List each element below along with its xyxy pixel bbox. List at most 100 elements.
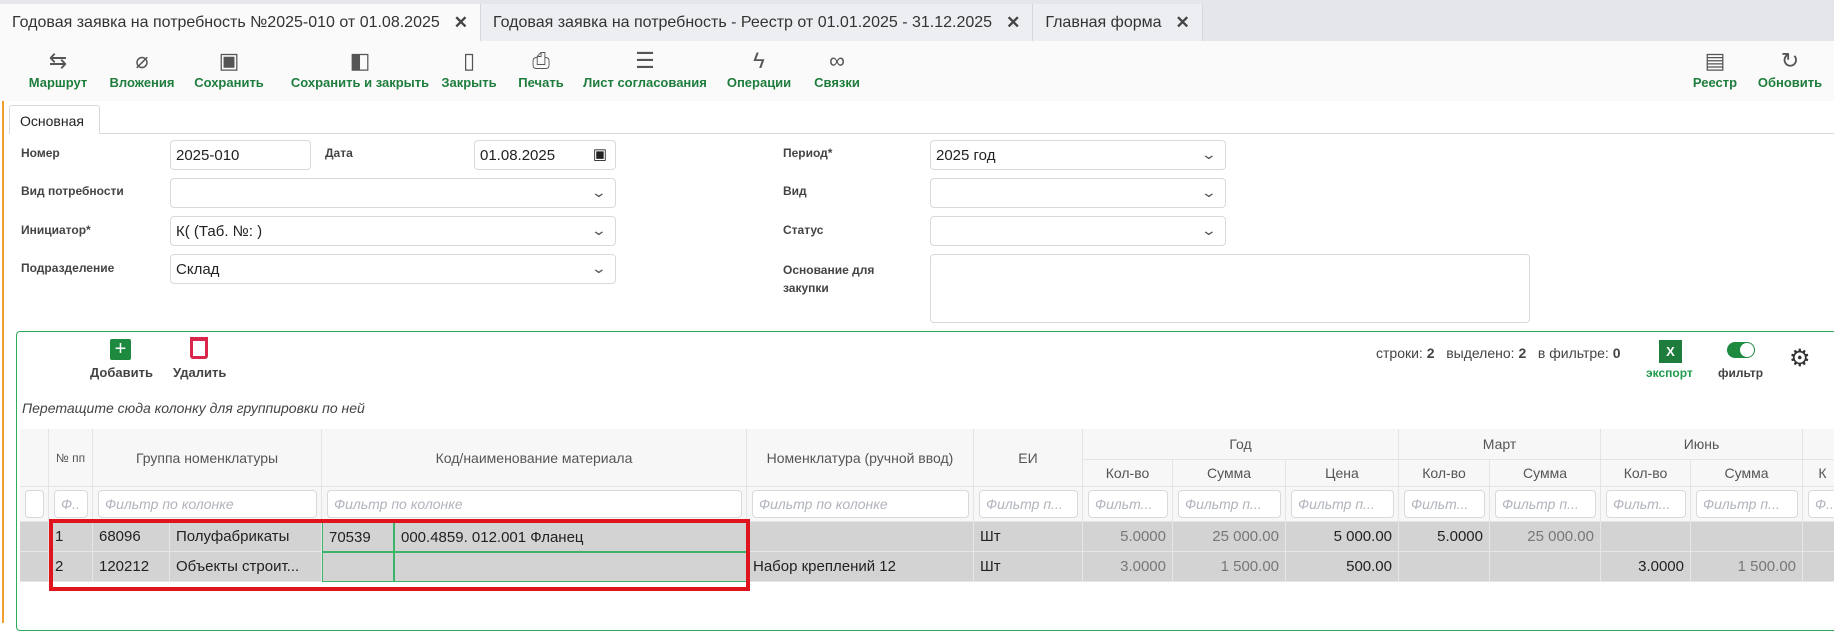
tab-main-form[interactable]: Главная форма ✕ bbox=[1033, 4, 1203, 41]
row-selector[interactable] bbox=[1803, 552, 1834, 582]
column-filter-input[interactable]: Ф.. bbox=[54, 490, 88, 518]
lightning-button[interactable]: ϟ Операции bbox=[727, 47, 791, 90]
cell-y_price[interactable]: 5 000.00 bbox=[1286, 522, 1399, 552]
button-label: Реестр bbox=[1692, 75, 1738, 90]
checklist-button[interactable]: ☰ Лист согласования bbox=[583, 47, 707, 90]
tab-main[interactable]: Основная bbox=[9, 105, 100, 134]
col-select-header[interactable] bbox=[20, 429, 49, 487]
cell-n[interactable]: 1 bbox=[49, 522, 93, 552]
col-unit-header[interactable]: ЕИ bbox=[974, 429, 1083, 487]
row-selector[interactable] bbox=[1803, 522, 1834, 552]
col-sum-header[interactable]: Сумма bbox=[1173, 460, 1286, 487]
column-filter-input[interactable]: Фильт... bbox=[1404, 490, 1485, 518]
gear-icon[interactable]: ⚙ bbox=[1789, 345, 1811, 372]
button-label: Обновить bbox=[1757, 75, 1823, 90]
cell-manual[interactable]: Набор креплений 12 bbox=[747, 552, 974, 582]
cell-unit[interactable]: Шт bbox=[974, 522, 1083, 552]
row-selector[interactable] bbox=[20, 552, 49, 582]
cell-n[interactable]: 2 bbox=[49, 552, 93, 582]
need-type-select[interactable]: ⌄ bbox=[170, 178, 616, 208]
excel-icon[interactable]: X bbox=[1659, 340, 1682, 363]
export-button[interactable]: экспорт bbox=[1646, 366, 1693, 380]
tab-registry[interactable]: Годовая заявка на потребность - Реестр о… bbox=[481, 4, 1034, 41]
column-filter-input[interactable]: Фильтр п... bbox=[979, 490, 1078, 518]
calendar-icon[interactable]: ▣ bbox=[592, 146, 607, 163]
column-filter-input[interactable]: Фильтр п... bbox=[1291, 490, 1394, 518]
row-selector[interactable] bbox=[20, 522, 49, 552]
basis-textarea[interactable] bbox=[930, 254, 1530, 323]
delete-button[interactable]: Удалить bbox=[173, 365, 227, 380]
cell-y_qty[interactable]: 5.0000 bbox=[1083, 522, 1173, 552]
column-filter-input[interactable]: Фильт... bbox=[1606, 490, 1686, 518]
cell-y_sum[interactable]: 25 000.00 bbox=[1173, 522, 1286, 552]
col-num-header[interactable]: № пп bbox=[49, 429, 93, 487]
cell-m_qty[interactable] bbox=[1399, 552, 1490, 582]
tab-request[interactable]: Годовая заявка на потребность №2025-010 … bbox=[0, 4, 482, 41]
column-filter-input[interactable]: Фильтр по колонке bbox=[98, 490, 317, 518]
cell-manual[interactable] bbox=[747, 522, 974, 552]
button-label: Сохранить bbox=[194, 75, 264, 90]
col-material-header[interactable]: Код/наименование материала bbox=[322, 429, 747, 487]
door-button[interactable]: ▯ Закрыть bbox=[441, 47, 496, 90]
cell-m_qty[interactable]: 5.0000 bbox=[1399, 522, 1490, 552]
column-filter-input[interactable] bbox=[25, 490, 44, 518]
cell-j_sum[interactable]: 1 500.00 bbox=[1691, 552, 1803, 582]
col-sum-header[interactable]: Сумма bbox=[1490, 460, 1601, 487]
kind-select[interactable]: ⌄ bbox=[930, 178, 1226, 208]
close-icon[interactable]: ✕ bbox=[1006, 12, 1021, 32]
cell-gcode[interactable]: 120212 bbox=[93, 552, 170, 582]
col-next-header[interactable]: К bbox=[1803, 460, 1834, 487]
number-input[interactable]: 2025-010 bbox=[170, 140, 311, 170]
cell-gcode[interactable]: 68096 bbox=[93, 522, 170, 552]
cell-m_sum[interactable] bbox=[1490, 552, 1601, 582]
column-filter-input[interactable]: Фильтр по колонке bbox=[752, 490, 969, 518]
close-icon[interactable]: ✕ bbox=[453, 12, 469, 32]
col-group-header[interactable]: Группа номенклатуры bbox=[93, 429, 322, 487]
cell-j_qty[interactable] bbox=[1601, 522, 1691, 552]
cell-mname[interactable] bbox=[394, 552, 747, 582]
column-filter-input[interactable]: Ф.. bbox=[1808, 490, 1834, 518]
close-icon[interactable]: ✕ bbox=[1175, 12, 1190, 32]
col-qty-header[interactable]: Кол-во bbox=[1399, 460, 1490, 487]
cell-j_qty[interactable]: 3.0000 bbox=[1601, 552, 1691, 582]
cell-gname[interactable]: Объекты строит... bbox=[170, 552, 322, 582]
refresh-button[interactable]: ↻ Обновить bbox=[1758, 47, 1822, 90]
add-icon[interactable]: + bbox=[110, 339, 131, 360]
save-close-button[interactable]: ◧ Сохранить и закрыть bbox=[291, 47, 429, 90]
tab-bar: Годовая заявка на потребность №2025-010 … bbox=[0, 0, 1834, 41]
col-qty-header[interactable]: Кол-во bbox=[1601, 460, 1691, 487]
column-filter-input[interactable]: Фильтр п... bbox=[1178, 490, 1281, 518]
registry-button[interactable]: ▤ Реестр bbox=[1693, 47, 1737, 90]
initiator-select[interactable]: К( (Таб. №: ) ⌄ bbox=[170, 216, 616, 246]
print-button[interactable]: ⎙ Печать bbox=[518, 47, 563, 90]
cell-m_sum[interactable]: 25 000.00 bbox=[1490, 522, 1601, 552]
filter-toggle[interactable] bbox=[1727, 342, 1755, 358]
column-filter-input[interactable]: Фильтр по колонке bbox=[327, 490, 742, 518]
column-filter-input[interactable]: Фильт... bbox=[1088, 490, 1168, 518]
col-sum-header[interactable]: Сумма bbox=[1691, 460, 1803, 487]
trash-icon[interactable] bbox=[190, 337, 208, 359]
cell-unit[interactable]: Шт bbox=[974, 552, 1083, 582]
paperclip-button[interactable]: ⌀ Вложения bbox=[110, 47, 175, 90]
cell-mcode[interactable] bbox=[322, 552, 394, 582]
col-manual-header[interactable]: Номенклатура (ручной ввод) bbox=[747, 429, 974, 487]
cell-y_price[interactable]: 500.00 bbox=[1286, 552, 1399, 582]
route-button[interactable]: ⇆ Маршрут bbox=[29, 47, 88, 90]
status-select[interactable]: ⌄ bbox=[930, 216, 1226, 246]
cell-j_sum[interactable] bbox=[1691, 522, 1803, 552]
department-select[interactable]: Склад ⌄ bbox=[170, 254, 616, 284]
cell-gname[interactable]: Полуфабрикаты bbox=[170, 522, 322, 552]
link-button[interactable]: ∞ Связки bbox=[814, 47, 860, 90]
cell-mcode[interactable]: 70539 bbox=[322, 522, 394, 552]
date-input[interactable]: 01.08.2025 ▣ bbox=[474, 140, 616, 170]
save-button[interactable]: ▣ Сохранить bbox=[194, 47, 264, 90]
col-price-header[interactable]: Цена bbox=[1286, 460, 1399, 487]
period-select[interactable]: 2025 год ⌄ bbox=[930, 140, 1226, 170]
group-hint: Перетащите сюда колонку для группировки … bbox=[22, 400, 365, 416]
cell-y_sum[interactable]: 1 500.00 bbox=[1173, 552, 1286, 582]
cell-y_qty[interactable]: 3.0000 bbox=[1083, 552, 1173, 582]
col-qty-header[interactable]: Кол-во bbox=[1083, 460, 1173, 487]
column-filter-input[interactable]: Фильтр п... bbox=[1495, 490, 1596, 518]
column-filter-input[interactable]: Фильтр п... bbox=[1696, 490, 1798, 518]
add-button[interactable]: Добавить bbox=[90, 365, 153, 380]
